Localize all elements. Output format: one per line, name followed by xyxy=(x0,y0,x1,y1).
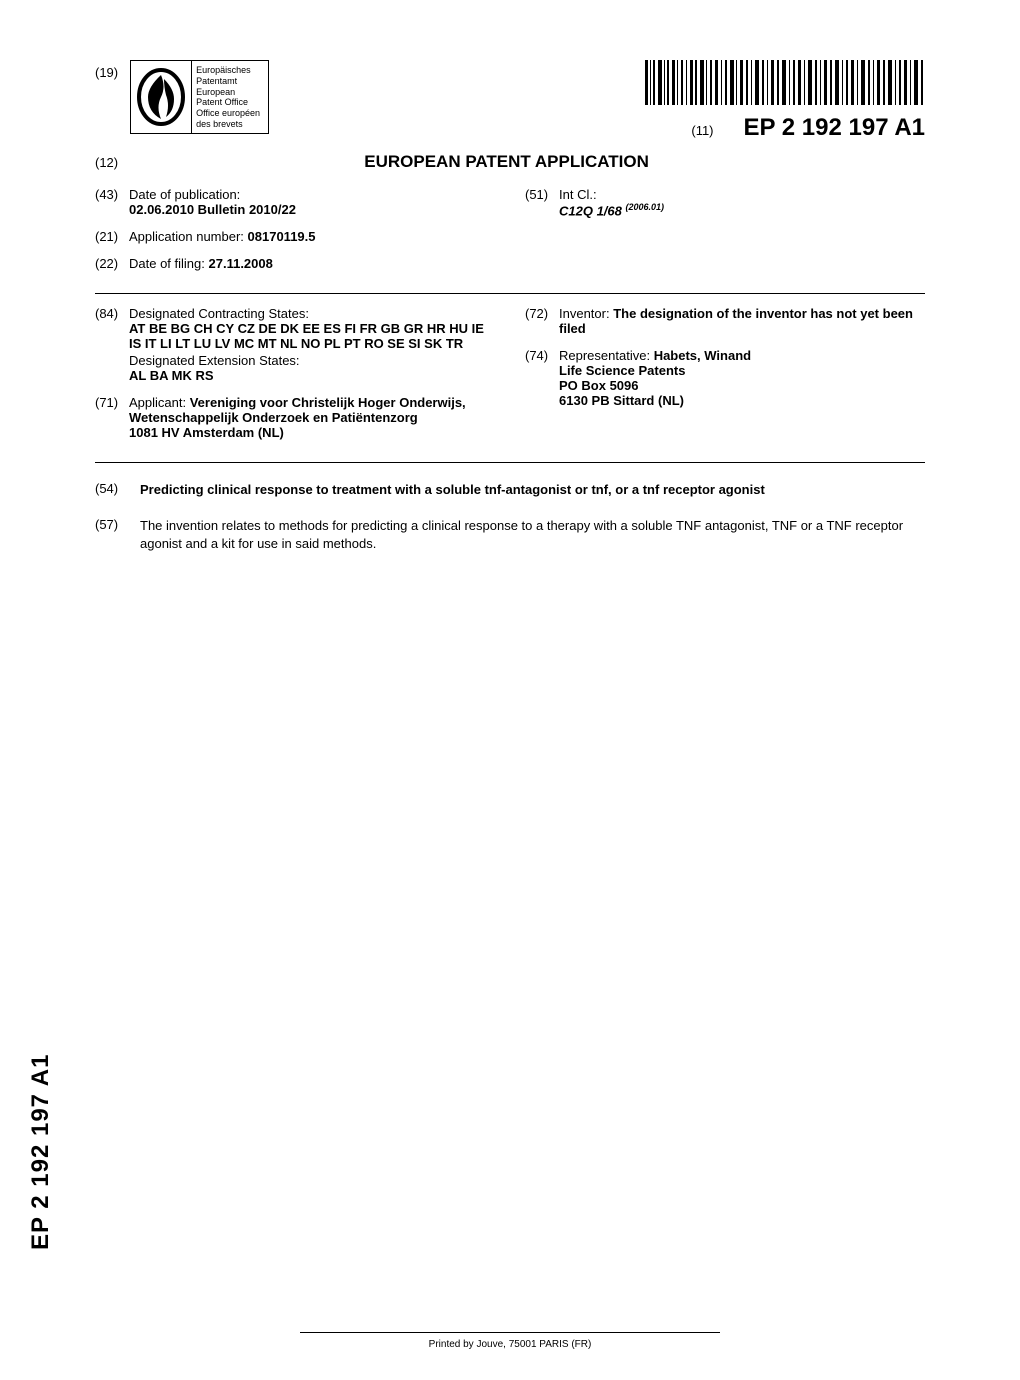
field-84-label-a: Designated Contracting States: xyxy=(129,306,495,321)
field-21-value: 08170119.5 xyxy=(248,229,316,244)
logo-de-1: Europäisches xyxy=(196,65,251,75)
inid-code-19: (19) xyxy=(95,65,118,80)
field-22-value: 27.11.2008 xyxy=(209,256,273,271)
field-51-value: C12Q 1/68 xyxy=(559,203,622,218)
field-84-label-b: Designated Extension States: xyxy=(129,353,495,368)
abstract-row: (57) The invention relates to methods fo… xyxy=(95,517,925,553)
barcode-area: (11) EP 2 192 197 A1 xyxy=(645,60,925,142)
inid-code-21: (21) xyxy=(95,229,129,244)
header-row: (19) EuropäischesPatentamt EuropeanPaten… xyxy=(95,60,925,142)
divider-2 xyxy=(95,462,925,463)
publication-number-line: (11) EP 2 192 197 A1 xyxy=(645,114,925,142)
field-84: (84) Designated Contracting States: AT B… xyxy=(95,306,495,383)
field-74-value-2: Life Science Patents xyxy=(559,363,925,378)
footer: Printed by Jouve, 75001 PARIS (FR) xyxy=(0,1332,1020,1350)
logo-de-2: Patentamt xyxy=(196,76,237,86)
field-22: (22) Date of filing: 27.11.2008 xyxy=(95,256,495,271)
inid-code-72: (72) xyxy=(525,306,559,336)
field-72: (72) Inventor: The designation of the in… xyxy=(525,306,925,336)
inid-code-43: (43) xyxy=(95,187,129,217)
field-22-label: Date of filing: xyxy=(129,256,205,271)
field-74-label: Representative: xyxy=(559,348,650,363)
field-21: (21) Application number: 08170119.5 xyxy=(95,229,495,244)
inid-code-71: (71) xyxy=(95,395,129,440)
epo-logo-box: EuropäischesPatentamt EuropeanPatent Off… xyxy=(130,60,269,134)
field-74-value-1: Habets, Winand xyxy=(654,348,751,363)
field-74-value-4: 6130 PB Sittard (NL) xyxy=(559,393,925,408)
logo-en-2: Patent Office xyxy=(196,97,248,107)
field-71-value-3: 1081 HV Amsterdam (NL) xyxy=(129,425,495,440)
inid-code-51: (51) xyxy=(525,187,559,218)
logo-en-1: European xyxy=(196,87,235,97)
epo-logo-text: EuropäischesPatentamt EuropeanPatent Off… xyxy=(191,61,268,133)
field-72-label: Inventor: xyxy=(559,306,610,321)
field-71-label: Applicant: xyxy=(129,395,186,410)
field-51-label: Int Cl.: xyxy=(559,187,925,202)
field-43-value: 02.06.2010 Bulletin 2010/22 xyxy=(129,202,495,217)
field-84-value-b: AL BA MK RS xyxy=(129,368,495,383)
invention-title: Predicting clinical response to treatmen… xyxy=(140,481,765,499)
biblio-block-2: (84) Designated Contracting States: AT B… xyxy=(95,306,925,452)
field-74-value-3: PO Box 5096 xyxy=(559,378,925,393)
barcode-icon xyxy=(645,60,925,108)
inid-code-12: (12) xyxy=(95,155,118,170)
epo-logo-icon xyxy=(131,61,191,133)
inid-code-57: (57) xyxy=(95,517,140,553)
field-74: (74) Representative: Habets, Winand Life… xyxy=(525,348,925,408)
biblio-block-1: (43) Date of publication: 02.06.2010 Bul… xyxy=(95,187,925,283)
field-72-value: The designation of the inventor has not … xyxy=(559,306,913,336)
invention-title-row: (54) Predicting clinical response to tre… xyxy=(95,481,925,499)
field-43-label: Date of publication: xyxy=(129,187,495,202)
field-71-value-1: Vereniging voor Christelijk Hoger Onderw… xyxy=(190,395,466,410)
logo-fr-1: Office européen xyxy=(196,108,260,118)
field-51-super: (2006.01) xyxy=(626,202,665,212)
field-21-label: Application number: xyxy=(129,229,244,244)
inid-code-11: (11) xyxy=(691,123,713,138)
logo-fr-2: des brevets xyxy=(196,119,243,129)
publication-number: EP 2 192 197 A1 xyxy=(744,114,925,142)
inid-code-74: (74) xyxy=(525,348,559,408)
inid-code-54: (54) xyxy=(95,481,140,499)
document-kind-title: EUROPEAN PATENT APPLICATION xyxy=(178,152,835,172)
field-51: (51) Int Cl.: C12Q 1/68 (2006.01) xyxy=(525,187,925,218)
field-71-value-2: Wetenschappelijk Onderzoek en Patiëntenz… xyxy=(129,410,495,425)
field-84-value-a: AT BE BG CH CY CZ DE DK EE ES FI FR GB G… xyxy=(129,321,495,351)
field-71: (71) Applicant: Vereniging voor Christel… xyxy=(95,395,495,440)
footer-divider xyxy=(300,1332,720,1333)
abstract-text: The invention relates to methods for pre… xyxy=(140,517,925,553)
document-title-row: (12) EUROPEAN PATENT APPLICATION xyxy=(95,152,925,172)
divider-1 xyxy=(95,293,925,294)
inid-code-84: (84) xyxy=(95,306,129,383)
footer-text: Printed by Jouve, 75001 PARIS (FR) xyxy=(429,1339,592,1350)
field-43: (43) Date of publication: 02.06.2010 Bul… xyxy=(95,187,495,217)
side-publication-number: EP 2 192 197 A1 xyxy=(27,1054,55,1250)
inid-code-22: (22) xyxy=(95,256,129,271)
